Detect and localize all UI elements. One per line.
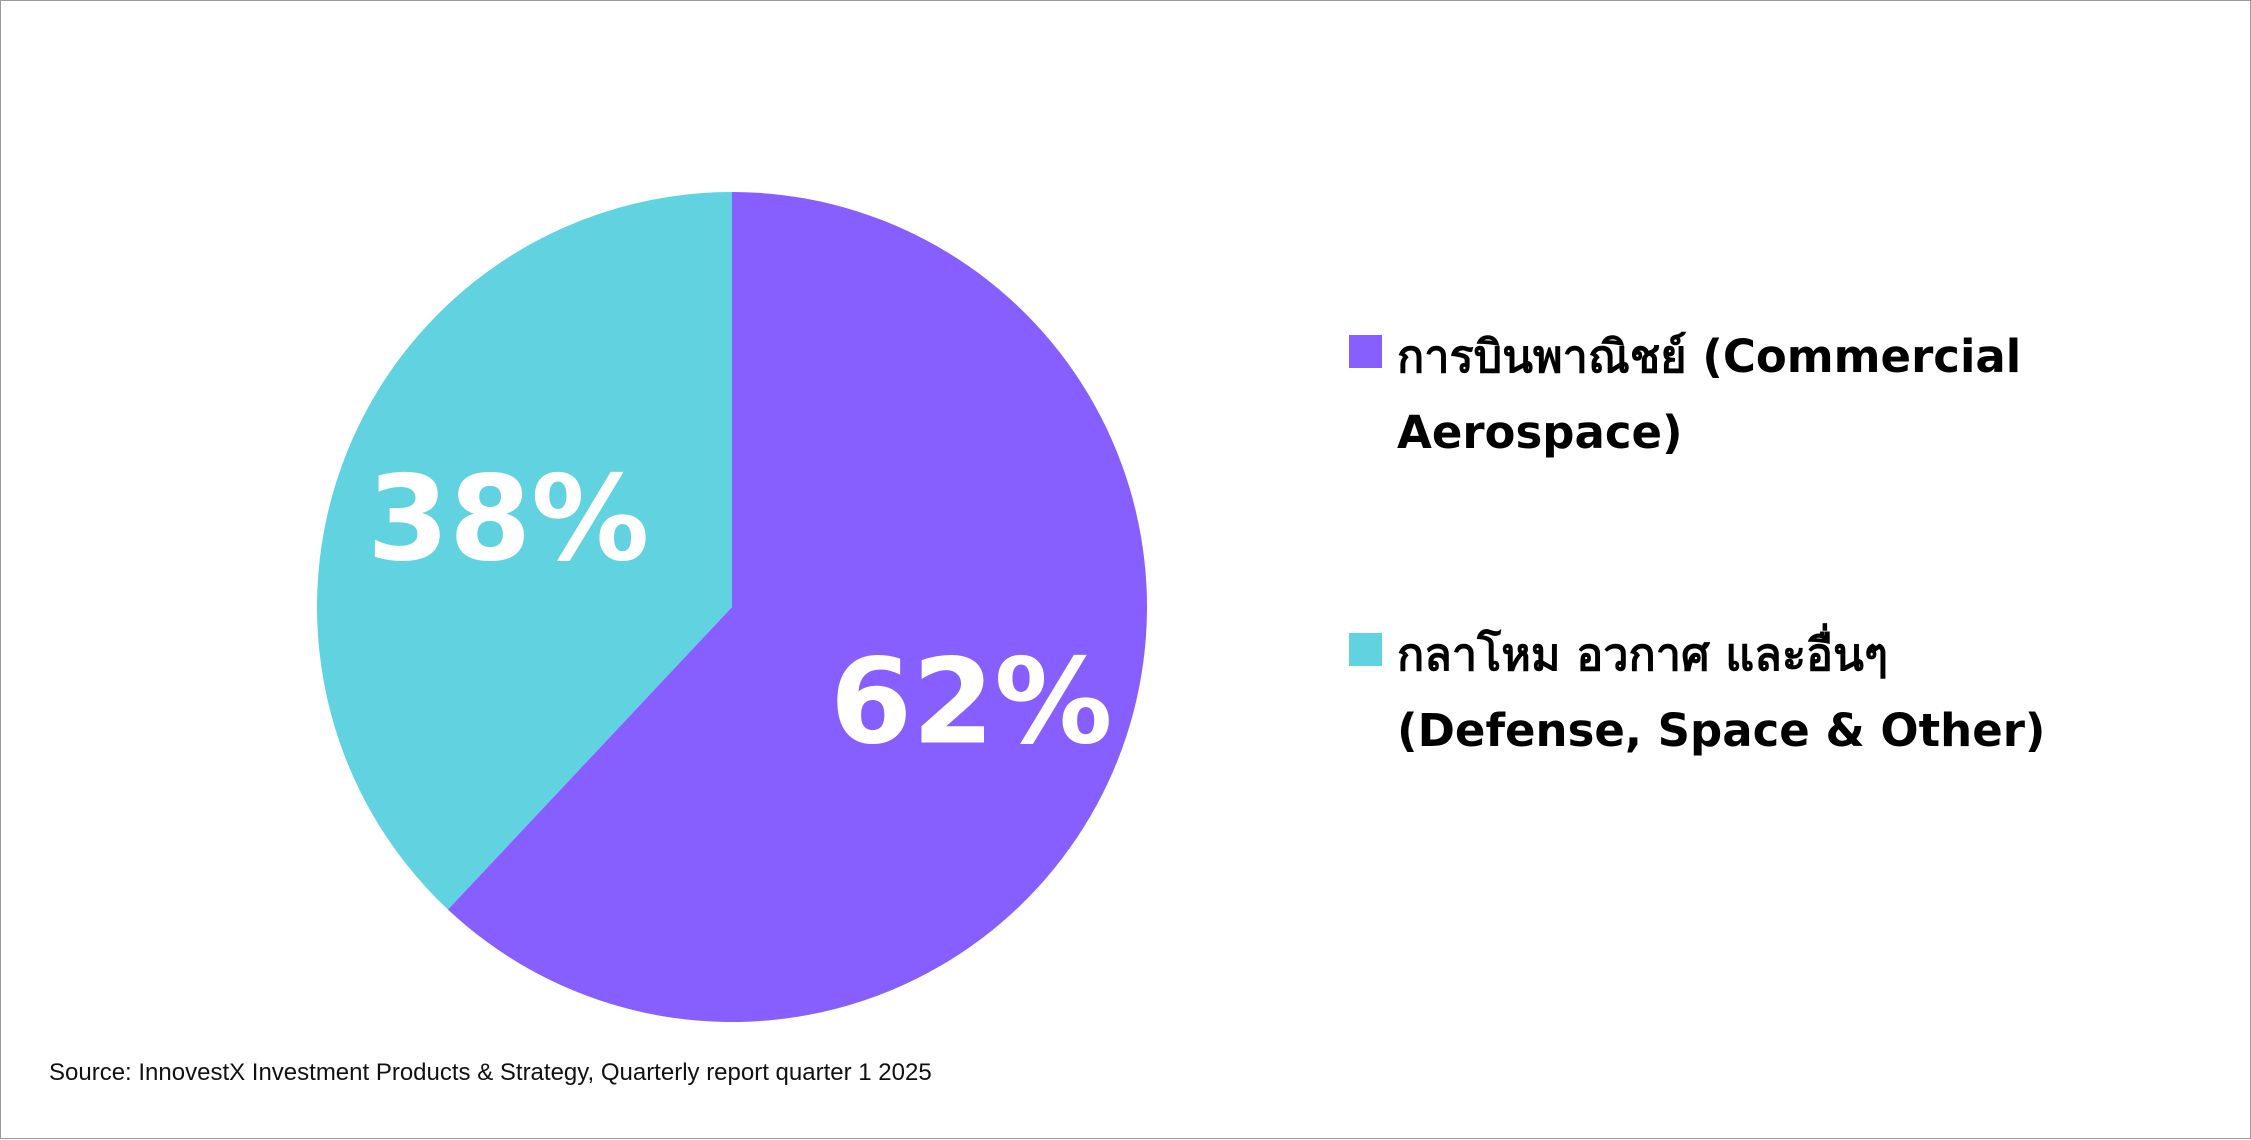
legend-label-defense-space-other: กลาโหม อวกาศ และอื่นๆ (Defense, Space & …	[1397, 617, 2209, 769]
legend-label-line: Aerospace)	[1397, 406, 1683, 459]
legend-label-line: (Defense, Space & Other)	[1397, 704, 2046, 757]
slice-percent-label: 38%	[367, 449, 649, 587]
legend: การบินพาณิชย์ (Commercial Aerospace) กลา…	[1349, 319, 2209, 915]
legend-label-line: การบินพาณิชย์ (Commercial	[1397, 330, 2022, 383]
pie-slice	[316, 192, 732, 910]
legend-label-commercial-aerospace: การบินพาณิชย์ (Commercial Aerospace)	[1397, 319, 2209, 471]
legend-item-defense-space-other: กลาโหม อวกาศ และอื่นๆ (Defense, Space & …	[1349, 617, 2209, 769]
legend-label-line: กลาโหม อวกาศ และอื่นๆ	[1397, 628, 1889, 681]
slice-percent-label: 62%	[830, 633, 1112, 771]
source-note: Source: InnovestX Investment Products & …	[49, 1059, 932, 1086]
pie-slice	[447, 192, 1147, 1022]
legend-item-commercial-aerospace: การบินพาณิชย์ (Commercial Aerospace)	[1349, 319, 2209, 471]
legend-swatch-commercial-aerospace	[1349, 335, 1382, 368]
legend-swatch-defense-space-other	[1349, 633, 1382, 666]
